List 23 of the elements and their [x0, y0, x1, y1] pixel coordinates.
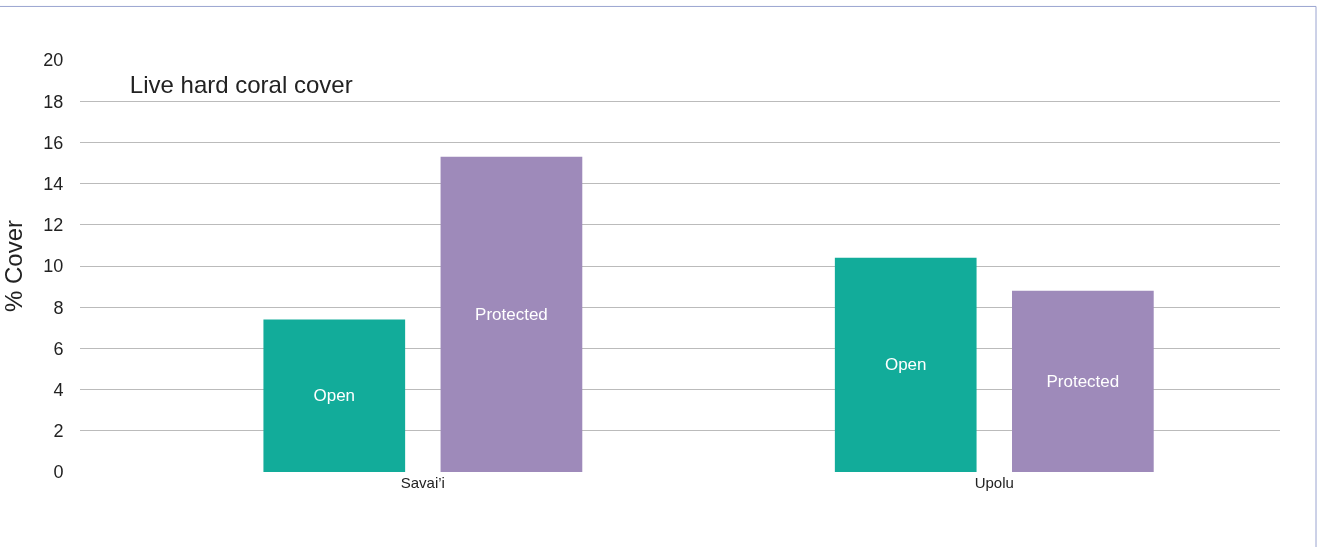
bar: [440, 156, 583, 472]
y-tick-label: 12: [43, 215, 64, 236]
series-label: Open: [884, 355, 927, 375]
text: Open: [313, 386, 356, 406]
y-tick-label: 18: [43, 91, 64, 112]
bar: [1012, 290, 1154, 472]
y-tick-label: 10: [43, 256, 64, 277]
y-axis-title: % Cover: [0, 219, 27, 313]
y-tick-label: 6: [53, 338, 64, 359]
text: Live hard coral cover: [129, 71, 353, 99]
bar: [834, 257, 977, 472]
y-tick-label: 2: [53, 421, 64, 442]
text: Protected: [475, 304, 548, 324]
x-tick-label: Upolu: [974, 474, 1014, 491]
series-label: Protected: [1046, 371, 1120, 391]
bar: [263, 319, 406, 472]
y-tick-label: 16: [43, 132, 64, 153]
x-tick-label: Savai’i: [400, 474, 445, 491]
y-tick-label: 8: [53, 297, 64, 318]
y-tick-label: 14: [43, 173, 64, 194]
y-tick-label: 4: [53, 379, 64, 400]
y-tick-label: 20: [43, 50, 64, 71]
y-tick-label: 0: [53, 462, 64, 483]
